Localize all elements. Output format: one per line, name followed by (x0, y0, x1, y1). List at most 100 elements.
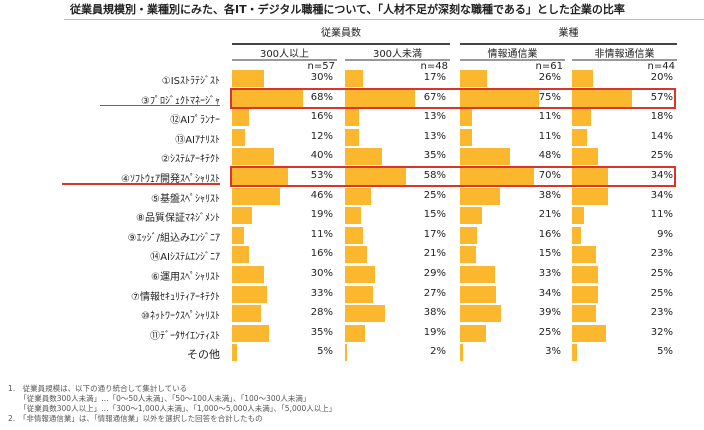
group-underline (460, 43, 677, 45)
bar (460, 207, 483, 225)
data-label: 9% (657, 228, 673, 240)
bar (345, 128, 359, 146)
bar (232, 207, 252, 225)
bar (345, 344, 348, 362)
bar (232, 109, 249, 127)
bar (345, 89, 416, 107)
bar (572, 344, 578, 362)
data-label: 30% (310, 72, 333, 83)
bar (572, 324, 606, 342)
data-label: 39% (538, 307, 561, 319)
data-label: 15% (423, 209, 446, 221)
bar (460, 109, 472, 127)
bar (232, 324, 269, 342)
bar (460, 128, 472, 146)
bar (572, 207, 584, 225)
column-underline (460, 59, 565, 61)
column-header: 情報通信業 (487, 49, 538, 60)
bar (232, 187, 281, 205)
chart-title: 従業員規模別・業種別にみた、各IT・デジタル職種について、「人材不足が深刻な職種… (70, 3, 625, 16)
bar (232, 148, 274, 166)
data-label: 25% (650, 268, 673, 279)
category-label: ⑪ﾃﾞｰﾀｻｲｴﾝﾃｨｽﾄ (150, 330, 220, 342)
data-label: 58% (423, 170, 446, 181)
data-label: 12% (310, 130, 333, 142)
category-label: ⑫AIﾌﾟﾗﾝﾅｰ (170, 115, 220, 127)
category-label: ⑬AIｱﾅﾘｽﾄ (175, 134, 220, 146)
sample-size: n=48 (420, 61, 448, 72)
data-label: 16% (538, 228, 561, 240)
data-label: 15% (538, 248, 561, 260)
bar (232, 344, 238, 362)
data-label: 38% (423, 307, 446, 319)
title-divider (64, 19, 704, 20)
bar (460, 324, 487, 342)
group-underline (232, 43, 450, 45)
category-label: ⑭AIｼｽﾃﾑｴﾝｼﾞﾆｱ (150, 252, 220, 264)
data-label: 35% (310, 326, 333, 338)
data-label: 5% (317, 346, 333, 358)
bar (232, 285, 267, 303)
category-label: ⑨ｴｯｼﾞ/組込みｴﾝｼﾞﾆｱ (127, 232, 220, 244)
data-label: 70% (538, 170, 561, 181)
footnotes: 1. 従業員規模は、以下の通り統合して集計している 「従業員数300人未満」…「… (8, 384, 336, 424)
data-label: 21% (423, 248, 446, 260)
category-label: ③ﾌﾟﾛｼﾞｪｸﾄﾏﾈｰｼﾞｬ (141, 95, 220, 107)
data-label: 34% (650, 189, 673, 201)
bar (460, 246, 476, 264)
bar (460, 70, 488, 87)
bar (345, 187, 372, 205)
bar (345, 324, 365, 342)
bar (232, 168, 288, 185)
footnote: 「従業員数300人以上」…「300～1,000人未満」、「1,000～5,000… (8, 404, 337, 413)
footnote: 1. 従業員規模は、以下の通り統合して集計している (8, 384, 188, 393)
bar (460, 226, 477, 244)
bar (345, 109, 359, 127)
highlight-box (230, 166, 676, 187)
data-label: 25% (650, 150, 673, 162)
bar (232, 128, 245, 146)
bar (572, 89, 632, 107)
category-label: ⑧品質保証ﾏﾈｼﾞﾒﾝﾄ (136, 213, 220, 225)
bar (572, 109, 591, 127)
category-label: ⑥運用ｽﾍﾟｼｬﾘｽﾄ (151, 272, 220, 283)
data-label: 68% (310, 91, 333, 103)
sample-size: n=57 (307, 61, 335, 72)
bar (572, 148, 599, 166)
data-label: 46% (310, 189, 333, 201)
data-label: 17% (423, 228, 446, 240)
data-label: 30% (310, 268, 333, 279)
data-label: 18% (650, 111, 673, 123)
group-header: 業種 (558, 28, 579, 39)
data-label: 32% (650, 326, 673, 338)
bar (460, 148, 511, 166)
data-label: 2% (430, 346, 446, 358)
bar (232, 266, 264, 283)
bar (460, 305, 501, 323)
bar (572, 187, 608, 205)
data-label: 35% (423, 150, 446, 162)
data-label: 25% (538, 326, 561, 338)
category-label: ④ｿﾌﾄｳｪｱ開発ｽﾍﾟｼｬﾘｽﾄ (121, 174, 220, 185)
data-label: 33% (310, 287, 333, 299)
bar (345, 70, 363, 87)
bar (572, 266, 599, 283)
category-label: ⑦情報ｾｷｭﾘﾃｨｱｰｷﾃｸﾄ (131, 291, 220, 303)
label-underline (100, 104, 220, 107)
bar (572, 70, 593, 87)
data-label: 29% (423, 268, 446, 279)
bar (572, 285, 599, 303)
data-label: 75% (538, 91, 561, 103)
column-underline (345, 59, 450, 61)
data-label: 48% (538, 150, 561, 162)
data-label: 34% (650, 170, 673, 181)
data-label: 28% (310, 307, 333, 319)
data-label: 26% (538, 72, 561, 83)
data-label: 14% (650, 130, 673, 142)
data-label: 19% (310, 209, 333, 221)
sample-size: n=61 (535, 61, 563, 72)
data-label: 23% (650, 248, 673, 260)
data-label: 38% (538, 189, 561, 201)
footnote: 「従業員数300人未満」…「0～50人未満」、「50～100人未満」、「100～… (8, 394, 311, 403)
bar (232, 70, 264, 87)
